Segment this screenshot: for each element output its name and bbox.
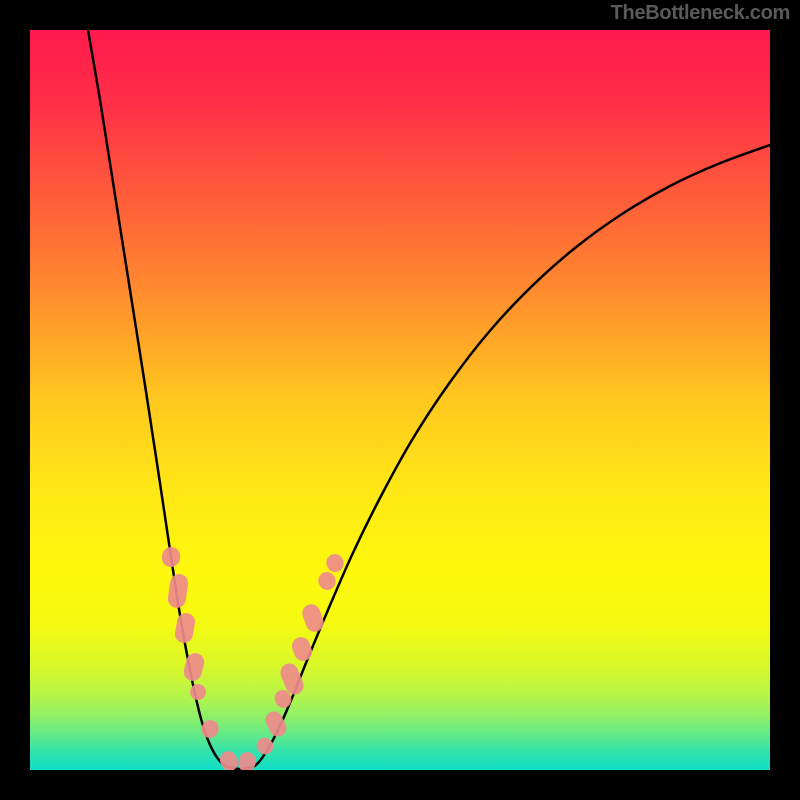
data-marker (174, 612, 197, 645)
data-marker (324, 551, 347, 574)
data-marker (316, 569, 339, 592)
plot-area (30, 30, 770, 770)
marker-group (161, 546, 347, 770)
data-marker (188, 682, 208, 702)
root-container: TheBottleneck.com (0, 0, 800, 800)
data-marker (167, 573, 190, 609)
watermark-text: TheBottleneck.com (611, 2, 790, 25)
data-marker (237, 751, 257, 770)
data-marker (300, 602, 326, 634)
curve-layer (30, 30, 770, 770)
data-marker (289, 635, 314, 664)
data-marker (182, 651, 206, 683)
data-marker (161, 546, 182, 568)
data-marker (217, 748, 241, 770)
